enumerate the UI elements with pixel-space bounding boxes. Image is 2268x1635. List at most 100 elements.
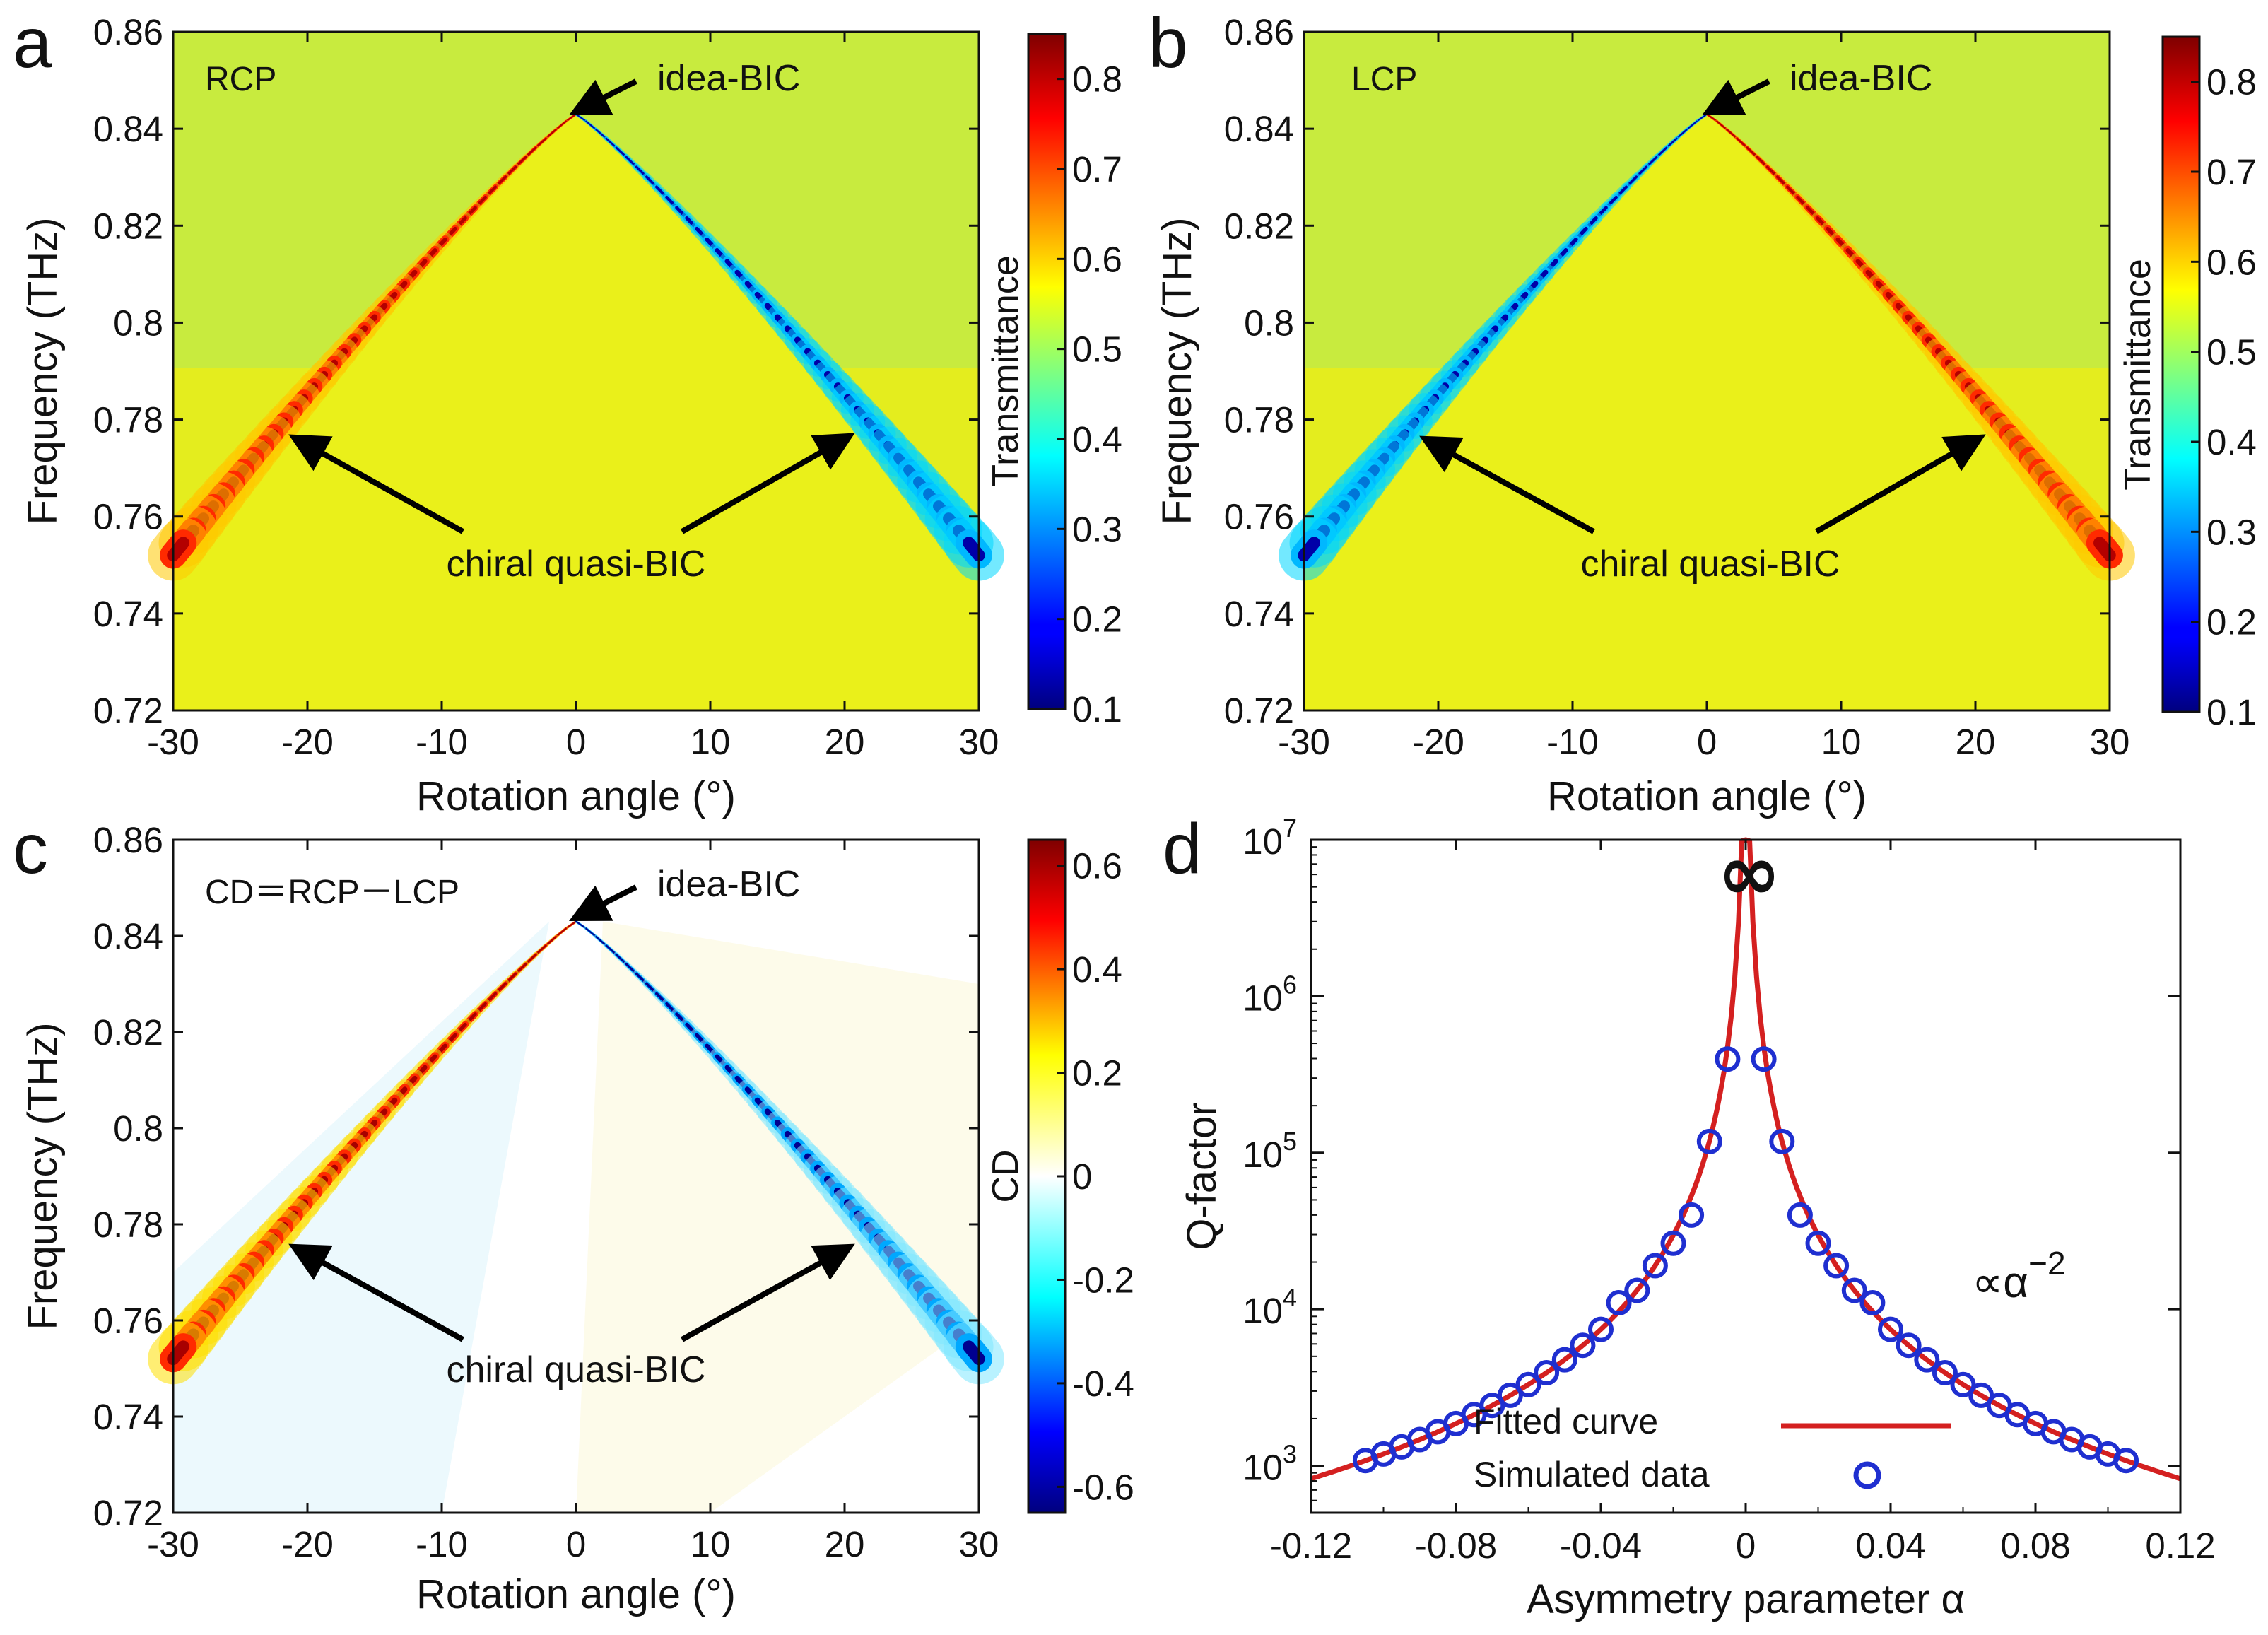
heatmap-c [148,840,1004,1513]
x-tick-label: 10 [691,722,731,762]
y-tick-label: 0.86 [93,12,163,52]
y-tick-label: 0.82 [93,1012,163,1053]
y-tick-base: 10 [1242,1448,1283,1488]
data-point [1841,1277,1867,1303]
scaling-label: ∝α−2 [1972,1245,2066,1307]
qbic-label-a: chiral quasi-BIC [446,544,705,585]
x-tick-label: -20 [1412,722,1464,762]
heatmap-b [1279,32,2135,711]
y-tick-label: 0.74 [93,594,163,634]
colorbar-b [2161,35,2201,713]
band-core-segment [1686,120,1698,131]
colorbar-tick-label: 0.5 [2207,332,2257,373]
panel-a: a -30 -20 -10 0 10 20 30 0.720.740.760.780.80.… [13,4,1122,819]
x-tick-label: 0.08 [2000,1525,2070,1566]
colorbar-tick-label: 0.1 [1072,689,1122,729]
x-tick-label: -30 [147,1524,199,1564]
y-tick-label: 0.78 [1224,400,1294,440]
x-tick-label: 30 [959,1524,999,1564]
band-core-segment [167,537,190,562]
data-point [1642,1253,1668,1279]
x-tick-label: 20 [1956,722,1996,762]
data-point [1878,1316,1903,1342]
band-core-segment [555,927,567,938]
y-tick-label: 0.72 [1224,691,1294,731]
x-tick-label: -10 [416,722,468,762]
y-tick-label: 0.8 [113,1108,163,1149]
colorbar-tick-label: 0.6 [1072,846,1122,886]
y-axis-title-d: Q-factor [1179,1102,1225,1250]
data-point [1932,1360,1958,1385]
colorbar-tick-label: 0.7 [1072,149,1122,189]
y-tick-label: 0.82 [93,206,163,246]
qbic-label-b: chiral quasi-BIC [1580,544,1840,585]
colorbar-tick-label: 0.6 [2207,242,2257,282]
x-tick-label: 0.12 [2145,1525,2215,1566]
panel-b: b -30 -20 -10 0 10 20 30 0.720.740.760.780.80.… [1148,4,2257,819]
data-point [1679,1202,1705,1228]
y-tick-exponent: 7 [1283,814,1297,843]
x-tick-label: 0 [566,1524,586,1564]
y-tick-label: 0.84 [93,109,163,149]
data-point [1751,1046,1777,1072]
colorbar-tick-label: 0.3 [2207,512,2257,552]
colorbar-tick-label: 0.2 [1072,1053,1122,1094]
y-tick-exponent: 4 [1283,1283,1297,1312]
data-point [1660,1230,1686,1256]
y-tick-exponent: 3 [1283,1440,1297,1469]
heatmap-b-right-branch-layers [1705,112,2135,581]
data-point [1715,1046,1741,1072]
heatmap-a-dome [173,114,979,711]
y-tick-label: 0.86 [93,820,163,860]
infinity-label: ∞ [1717,829,1781,918]
x-tick-label: -0.04 [1560,1525,1642,1566]
bic-arrow-a [569,78,637,116]
x-tick-label: -10 [416,1524,468,1564]
y-tick-label: 0.78 [93,400,163,440]
colorbar-tick-label: 0.4 [1072,949,1122,990]
y-axis-title-c: Frequency (THz) [20,1022,66,1330]
y-tick-label: 0.8 [1244,303,1294,343]
y-ticks-a: 0.72 0.74 0.76 0.78 0.8 0.82 0.84 0.86 [93,12,979,731]
data-point [1859,1290,1886,1315]
x-axis-title-d: Asymmetry parameter α [1527,1576,1965,1622]
heatmap-c-left-tint [173,921,549,1513]
colorbar-tick-label: 0.1 [2207,692,2257,732]
band-core-segment [575,920,587,930]
panel-c: c -30 -20 -10 0 10 20 30 0.720.740.760.780.80.… [13,809,1134,1617]
panel-label-b: b [1148,4,1188,83]
plot-area-d [1311,840,2180,1513]
y-tick-label: 0.76 [93,497,163,537]
x-tick-label: 0.04 [1855,1525,1925,1566]
bic-label-a: idea-BIC [657,58,800,99]
legend-fitted-label: Fitted curve [1474,1402,1658,1441]
band-core-segment [565,920,577,930]
bic-label-c: idea-BIC [657,864,800,905]
heatmap-c-right-tint [576,921,979,1513]
colorbar-tick-label: 0.2 [2207,602,2257,643]
x-tick-label: -30 [1278,722,1330,762]
band-core-segment [963,537,985,562]
band-core-segment [1696,113,1708,122]
y-tick-label: 0.72 [93,691,163,731]
qbic-arrow-left-a [288,434,464,534]
x-axis-title-a: Rotation angle (°) [416,773,736,819]
heatmap-c-left-branch-layers [148,920,577,1385]
y-tick-label: 0.76 [93,1301,163,1341]
colorbar-ticks-b: 0.1 0.2 0.3 0.4 0.5 0.6 0.7 0.8 [2191,62,2257,732]
panel-label-c: c [13,809,48,889]
y-tick-exponent: 5 [1283,1127,1297,1156]
band-core-segment [1706,113,1718,122]
x-tick-label: -0.12 [1270,1525,1352,1566]
colorbar-tick-label: 0.8 [1072,59,1122,100]
colorbar-ticks-a: 0.1 0.2 0.3 0.4 0.5 0.6 0.7 0.8 [1057,59,1122,729]
data-point [1515,1371,1541,1397]
x-tick-label: 0 [1697,722,1717,762]
data-point [1570,1332,1596,1359]
x-tick-label: 30 [959,722,999,762]
x-tick-label: -20 [281,1524,334,1564]
x-tick-label: 0 [566,722,586,762]
band-core-segment [585,927,597,938]
